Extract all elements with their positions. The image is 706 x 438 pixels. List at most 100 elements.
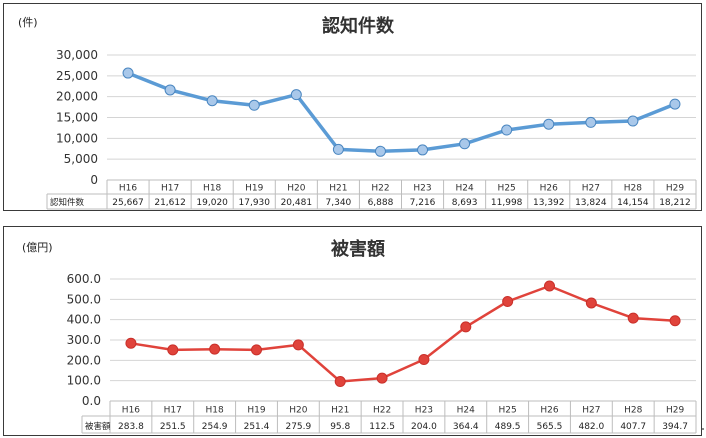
x-tick-label: H19 [245,184,263,194]
chart-title: 認知件数 [322,15,395,37]
table-value: 275.9 [285,422,311,432]
data-point [251,344,262,356]
y-tick-label: 200.0 [67,353,101,367]
y-tick-label: 15,000 [56,111,98,125]
chart-title: 被害額 [331,238,385,260]
table-value: 14,154 [617,198,649,208]
y-tick-label: 300.0 [67,333,101,347]
table-value: 251.4 [244,422,270,432]
table-value: 251.5 [160,422,186,432]
table-value: 112.5 [369,422,395,432]
data-point [334,376,346,388]
x-tick-label: H25 [498,184,516,194]
table-value: 204.0 [411,422,437,432]
x-tick-label: H20 [289,406,307,416]
data-point [544,280,555,292]
data-point [376,372,388,384]
x-tick-label: H27 [582,184,600,194]
y-tick-label: 100.0 [67,374,101,388]
table-row-label: 被害額 [85,421,111,432]
unit-label: (億円) [22,241,53,254]
data-point [418,354,430,366]
data-point [206,95,218,107]
data-point [669,98,681,110]
table-value: 482.0 [578,422,604,432]
data-point [460,321,472,333]
x-tick-label: H20 [287,184,305,194]
table-value: 17,930 [239,198,271,208]
x-tick-label: H29 [666,184,684,194]
y-tick-label: 0.0 [82,394,101,408]
table-value: 25,667 [112,198,144,208]
table-value: 18,212 [659,198,691,208]
unit-label: (件) [18,16,38,29]
y-tick-label: 20,000 [56,90,98,104]
y-tick-label: 600.0 [67,272,101,286]
table-value: 565.5 [537,422,563,432]
x-tick-label: H28 [624,406,642,416]
y-tick-label: 400.0 [67,313,101,327]
table-value: 407.7 [620,422,646,432]
x-tick-label: H21 [331,406,349,416]
table-value: 13,824 [575,198,607,208]
x-tick-label: H17 [161,184,179,194]
x-tick-label: H16 [122,406,140,416]
data-point [669,315,681,327]
table-value: 95.8 [330,422,350,432]
y-tick-label: 30,000 [56,48,98,62]
table-value: 6,888 [368,198,394,208]
data-point [209,343,221,355]
x-tick-label: H26 [540,406,558,416]
edge-mark [702,428,704,430]
data-point [248,99,260,111]
data-point [125,337,137,349]
table-value: 20,481 [281,198,313,208]
table-value: 364.4 [453,422,479,432]
table-value: 7,340 [326,198,352,208]
table-value: 254.9 [202,422,228,432]
y-tick-label: 5,000 [64,152,98,166]
x-tick-label: H25 [499,406,517,416]
data-point [122,67,134,79]
x-tick-label: H29 [666,406,684,416]
x-tick-label: H21 [329,184,347,194]
data-point [585,116,597,128]
x-tick-label: H16 [119,184,137,194]
damage-chart: (億円) 被害額 600.0 500.0 400.0 300.0 200.0 100.0 0.0… [22,238,697,434]
x-tick-label: H28 [624,184,642,194]
y-tick-label: 10,000 [56,131,98,145]
table-value: 11,998 [491,198,523,208]
data-point [585,297,597,309]
table-value: 489.5 [495,422,521,432]
chart-panel-cases: (件) 認知件数 30,000 25,000 20,000 15,000 10,000 5,0… [3,3,702,211]
x-tick-label: H17 [164,406,182,416]
table-value: 283.8 [118,422,144,432]
y-tick-label: 0 [90,173,98,187]
x-tick-label: H26 [540,184,558,194]
x-tick-label: H24 [457,406,475,416]
data-point [164,84,176,96]
table-value: 21,612 [154,198,186,208]
y-tick-label: 500.0 [67,292,101,306]
data-point [543,118,555,130]
series-line [129,284,677,383]
data-point [292,339,304,351]
data-point [167,344,179,356]
table-value: 19,020 [196,198,228,208]
data-point [627,312,639,324]
x-tick-label: H19 [247,406,265,416]
data-point [502,295,514,307]
x-tick-label: H22 [371,184,389,194]
data-point [374,145,386,157]
table-value: 394.7 [662,422,688,432]
cases-chart: (件) 認知件数 30,000 25,000 20,000 15,000 10,000 5,0… [18,15,697,210]
chart-panel-damage: (億円) 被害額 600.0 500.0 400.0 300.0 200.0 100.0 0.0… [3,226,702,436]
table-value: 7,216 [410,198,436,208]
x-tick-label: H18 [203,184,221,194]
data-point [627,115,639,127]
data-point [459,138,471,150]
data-point [290,89,302,101]
data-point [417,144,429,156]
series-line [126,71,677,154]
x-tick-label: H22 [373,406,391,416]
